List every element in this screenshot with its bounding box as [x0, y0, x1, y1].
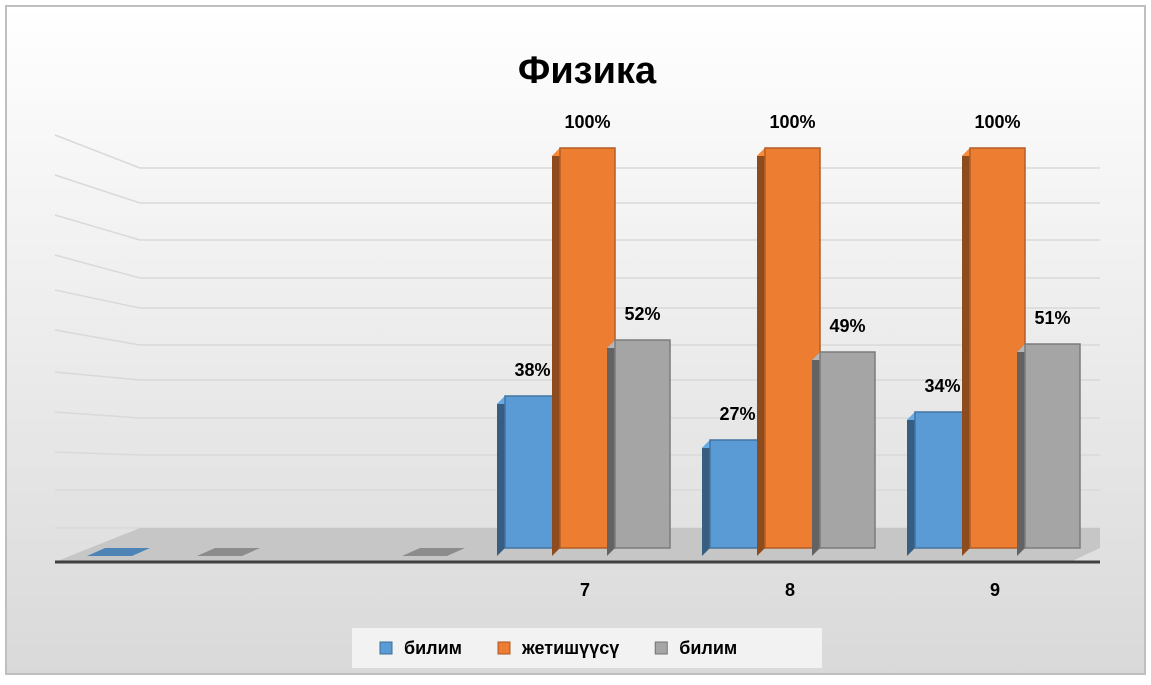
- bar-face: [402, 548, 465, 556]
- legend-swatch: [497, 641, 511, 655]
- x-tick-label: 7: [580, 580, 590, 600]
- legend-swatch: [379, 641, 393, 655]
- bar: [702, 439, 766, 556]
- bar: [197, 548, 260, 556]
- bar-face: [757, 148, 765, 556]
- bar: [812, 351, 876, 556]
- data-label: 100%: [564, 112, 610, 132]
- bar-face: [1017, 344, 1025, 556]
- data-label: 51%: [1034, 308, 1070, 328]
- bar-face: [497, 396, 505, 556]
- bar-face: [552, 148, 560, 556]
- bar-face: [504, 395, 561, 549]
- legend: [352, 628, 822, 668]
- bar-face: [709, 439, 766, 549]
- data-label: 52%: [624, 304, 660, 324]
- data-label: 49%: [829, 316, 865, 336]
- bar-face: [197, 548, 260, 556]
- bar: [402, 548, 465, 556]
- bar-face: [559, 147, 616, 549]
- bar: [962, 147, 1026, 556]
- bar: [87, 548, 150, 556]
- x-tick-label: 8: [785, 580, 795, 600]
- data-label: 27%: [719, 404, 755, 424]
- chart-title: Физика: [518, 50, 657, 92]
- bar: [607, 339, 671, 556]
- data-label: 100%: [974, 112, 1020, 132]
- bar: [1017, 343, 1081, 556]
- bar-face: [907, 412, 915, 556]
- bar-face: [702, 440, 710, 556]
- data-label: 38%: [514, 360, 550, 380]
- bar-face: [87, 548, 150, 556]
- x-tick-label: 9: [990, 580, 1000, 600]
- bar-face: [614, 339, 671, 549]
- data-label: 34%: [924, 376, 960, 396]
- legend-label: билим: [404, 638, 462, 658]
- bar: [907, 411, 971, 556]
- bar-face: [607, 340, 615, 556]
- legend-swatch: [654, 641, 668, 655]
- bar: [757, 147, 821, 556]
- bar: [497, 395, 561, 556]
- bar-face: [812, 352, 820, 556]
- bar: [552, 147, 616, 556]
- bar-face: [962, 148, 970, 556]
- legend-label: жетишүүсү: [521, 638, 619, 658]
- bar-face: [819, 351, 876, 549]
- legend-label: билим: [679, 638, 737, 658]
- data-label: 100%: [769, 112, 815, 132]
- bar-face: [914, 411, 971, 549]
- bar-face: [764, 147, 821, 549]
- bar-face: [1024, 343, 1081, 549]
- bar-face: [969, 147, 1026, 549]
